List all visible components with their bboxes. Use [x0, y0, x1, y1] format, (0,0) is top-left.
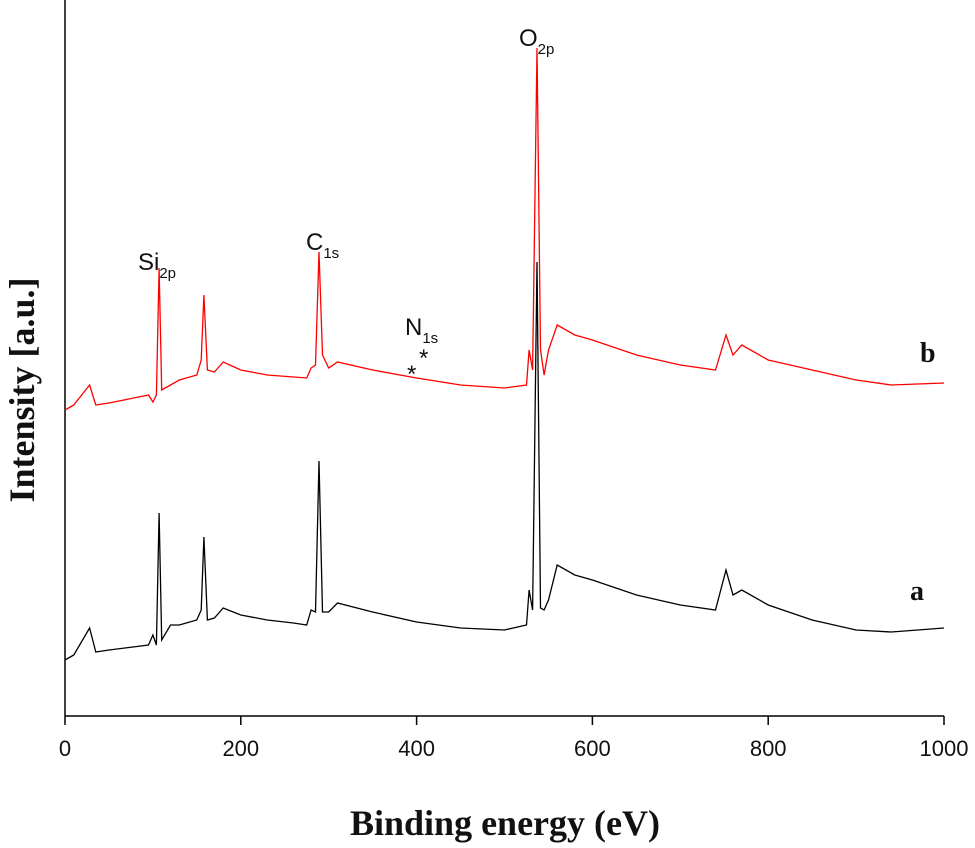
annotation-text: O	[519, 25, 538, 52]
x-tick-label: 1000	[920, 736, 969, 761]
y-axis-title: Intensity [a.u.]	[2, 277, 42, 502]
annotation-text: Si	[138, 249, 159, 276]
peak-annotation: *	[419, 345, 428, 372]
series-label: b	[920, 338, 936, 369]
annotation-subscript: 1s	[323, 245, 339, 262]
x-tick-label: 800	[750, 736, 787, 761]
annotation-text: *	[407, 361, 416, 388]
peak-annotation: O2p	[519, 25, 554, 58]
annotation-subscript: 2p	[538, 41, 555, 58]
annotation-text: *	[419, 345, 428, 372]
annotation-text: C	[306, 229, 323, 256]
annotation-text: N	[405, 314, 422, 341]
peak-annotation: C1s	[306, 229, 339, 262]
series-label: a	[910, 576, 924, 607]
peak-annotation: Si2p	[138, 249, 176, 282]
peak-annotation: N1s	[405, 314, 438, 347]
x-tick-label: 600	[574, 736, 611, 761]
annotation-subscript: 2p	[159, 265, 176, 282]
x-tick-label: 0	[59, 736, 71, 761]
x-tick-label: 400	[398, 736, 435, 761]
spectrum-line	[64, 47, 945, 411]
peak-annotation: *	[407, 361, 416, 388]
annotation-subscript: 1s	[422, 330, 438, 347]
x-axis-title: Binding energy (eV)	[350, 803, 660, 843]
x-tick-label: 200	[222, 736, 259, 761]
spectrum-line	[64, 261, 945, 661]
